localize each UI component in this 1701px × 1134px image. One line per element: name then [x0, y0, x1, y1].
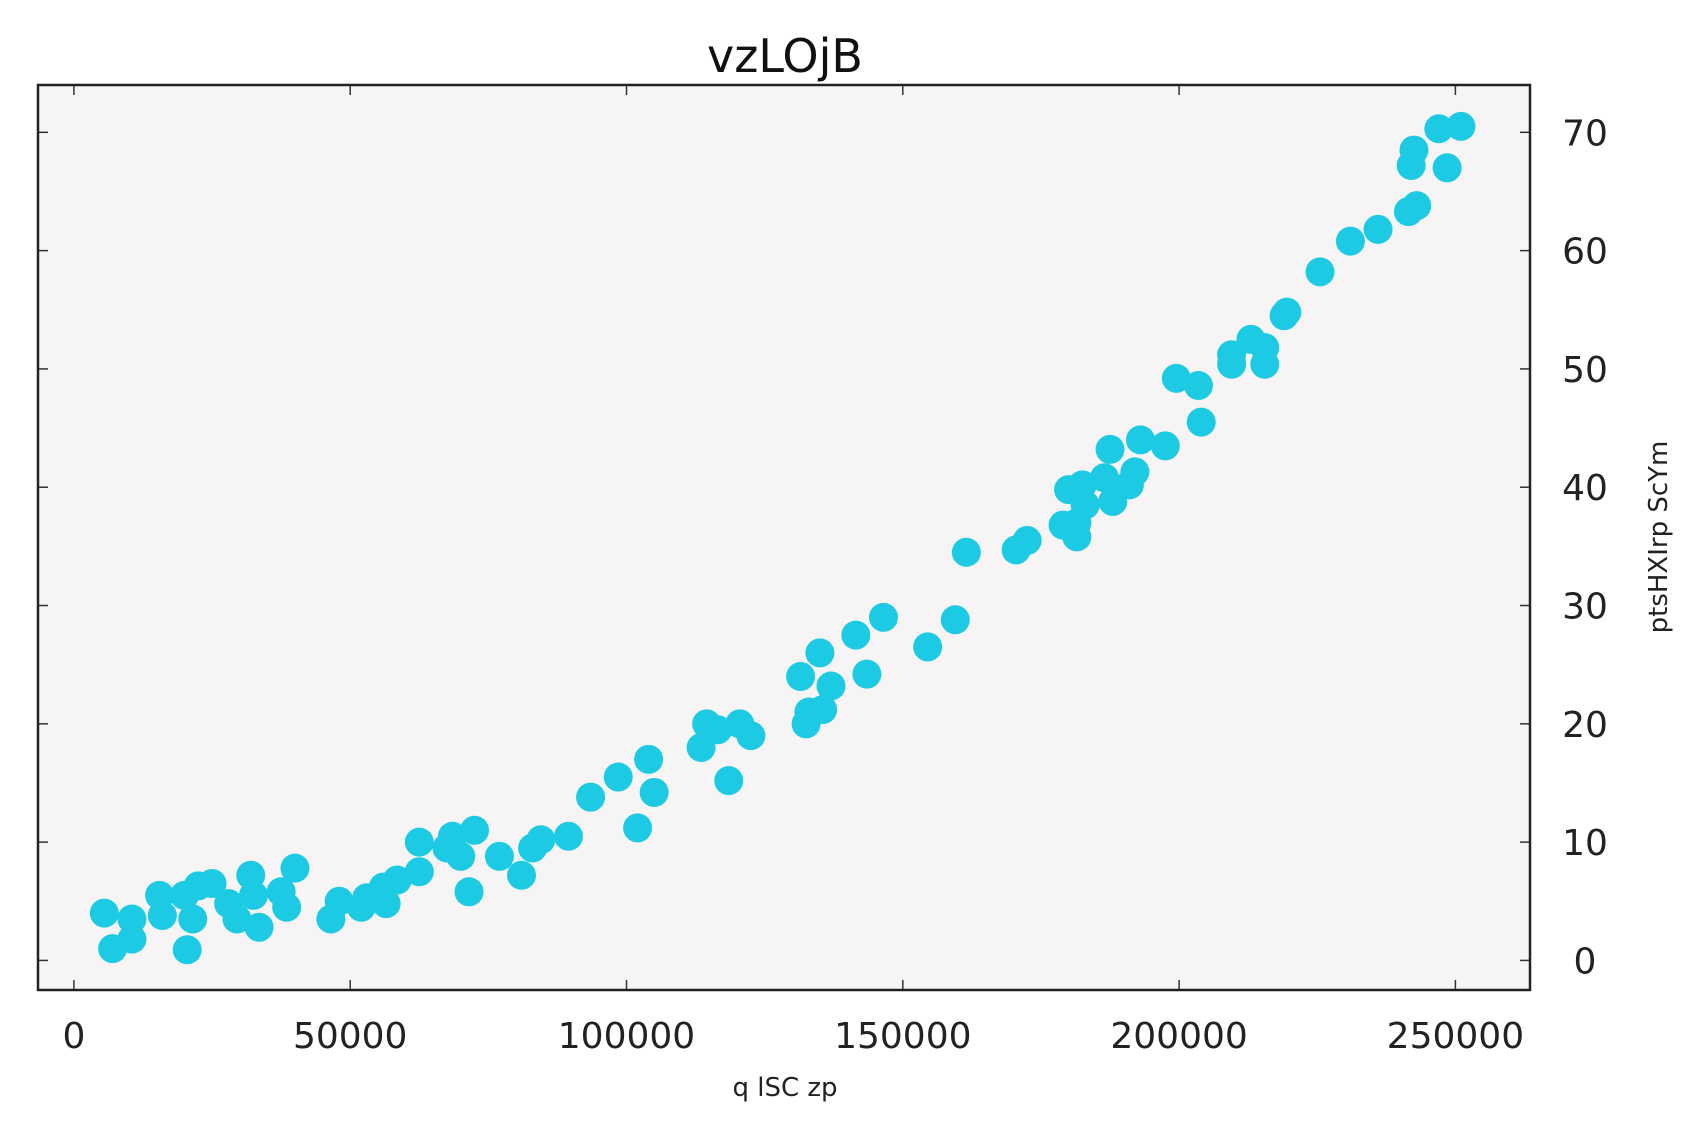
data-point — [526, 825, 556, 855]
y-tick-label: 40 — [1562, 468, 1608, 509]
data-point — [197, 869, 227, 899]
y-tick-label: 30 — [1562, 587, 1608, 628]
chart-title: vzLOjB — [707, 29, 863, 83]
plot-frame — [36, 83, 1532, 992]
x-tick-label: 0 — [62, 1016, 85, 1057]
data-point — [117, 924, 147, 954]
data-point — [1335, 226, 1365, 256]
data-point — [272, 892, 302, 922]
data-point — [1272, 297, 1302, 327]
data-point — [808, 695, 838, 725]
data-point — [1070, 490, 1100, 520]
data-point — [404, 827, 434, 857]
data-point — [1217, 349, 1247, 379]
data-point — [1012, 525, 1042, 555]
data-point — [1150, 431, 1180, 461]
data-point — [1125, 425, 1155, 455]
data-point — [222, 904, 252, 934]
tick-marks — [38, 85, 1530, 990]
data-point — [1363, 214, 1393, 244]
data-point — [89, 898, 119, 928]
x-tick-label: 150000 — [834, 1016, 971, 1057]
data-point — [951, 537, 981, 567]
data-point — [1446, 111, 1476, 141]
data-point — [1161, 363, 1191, 393]
y-tick-label: 70 — [1562, 113, 1608, 154]
data-point — [484, 841, 514, 871]
data-point — [371, 889, 401, 919]
y-tick-label: 20 — [1562, 705, 1608, 746]
data-point — [1120, 457, 1150, 487]
y-tick-label: 50 — [1562, 350, 1608, 391]
x-tick-labels: 0 50000 100000 150000 200000 250000 — [62, 1016, 1524, 1057]
data-point — [404, 857, 434, 887]
y-axis-label: ptsHXIrp ScYm — [1644, 441, 1674, 634]
data-point — [172, 935, 202, 965]
data-point — [603, 762, 633, 792]
data-point — [714, 766, 744, 796]
data-point — [1095, 434, 1125, 464]
data-point — [239, 880, 269, 910]
data-point — [703, 715, 733, 745]
y-tick-label: 10 — [1562, 823, 1608, 864]
x-tick-label: 200000 — [1110, 1016, 1247, 1057]
x-tick-label: 100000 — [558, 1016, 695, 1057]
x-axis-label: q lSC zp — [732, 1073, 837, 1103]
data-point — [1186, 407, 1216, 437]
data-point — [1402, 191, 1432, 221]
data-point — [1183, 370, 1213, 400]
data-point — [446, 841, 476, 871]
data-point — [634, 744, 664, 774]
data-point — [382, 865, 412, 895]
data-point — [280, 853, 310, 883]
plot-area — [38, 85, 1530, 990]
y-tick-labels: 0 10 20 30 40 50 60 70 — [1562, 113, 1608, 982]
y-tick-label: 0 — [1574, 941, 1597, 982]
data-point — [507, 860, 537, 890]
data-point — [454, 877, 484, 907]
data-point — [940, 605, 970, 635]
data-point — [1062, 522, 1092, 552]
data-point — [816, 671, 846, 701]
data-point — [868, 602, 898, 632]
data-point — [553, 821, 583, 851]
data-point — [736, 721, 766, 751]
data-point — [244, 912, 274, 942]
data-point — [147, 900, 177, 930]
data-point — [1090, 463, 1120, 493]
data-point — [852, 659, 882, 689]
data-point — [460, 815, 490, 845]
data-point — [841, 620, 871, 650]
data-point — [178, 904, 208, 934]
data-point — [805, 638, 835, 668]
data-point — [324, 886, 354, 916]
y-tick-label: 60 — [1562, 232, 1608, 273]
data-point — [639, 777, 669, 807]
data-point — [786, 662, 816, 692]
data-point — [1305, 257, 1335, 287]
data-point — [576, 782, 606, 812]
data-point — [1250, 349, 1280, 379]
data-point — [913, 632, 943, 662]
data-point — [1432, 153, 1462, 183]
data-point — [117, 904, 147, 934]
data-point — [1424, 114, 1454, 144]
data-point — [1399, 135, 1429, 165]
x-tick-label: 50000 — [293, 1016, 408, 1057]
data-point — [623, 813, 653, 843]
x-tick-label: 250000 — [1387, 1016, 1524, 1057]
data-points — [89, 111, 1476, 965]
